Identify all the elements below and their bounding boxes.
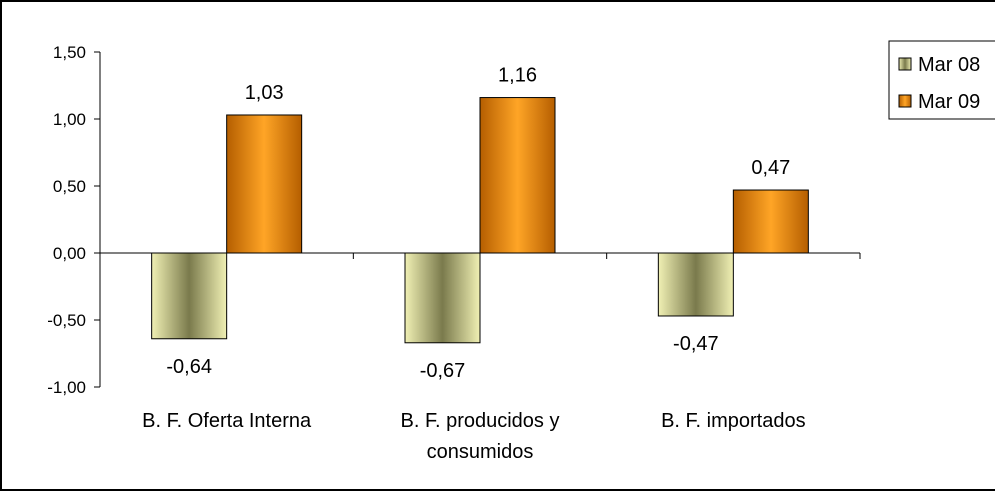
bar-mar-09	[227, 115, 302, 253]
x-tick-label: consumidos	[427, 441, 534, 463]
bar-mar-09	[480, 98, 555, 253]
bar-mar-08	[405, 253, 480, 343]
legend-swatch	[899, 95, 911, 107]
legend-swatch	[899, 58, 911, 70]
bar-mar-08	[152, 253, 227, 339]
y-tick-label: 1,00	[53, 110, 86, 129]
data-label: -0,47	[673, 333, 719, 355]
data-label: -0,67	[420, 360, 466, 382]
bar-mar-09	[733, 190, 808, 253]
legend-label: Mar 08	[918, 54, 980, 76]
x-tick-label: B. F. Oferta Interna	[142, 410, 312, 432]
y-tick-label: 0,50	[53, 177, 86, 196]
bar-mar-08	[658, 253, 733, 316]
y-tick-label: -1,00	[47, 378, 86, 397]
data-label: 1,16	[498, 65, 537, 87]
y-tick-label: 1,50	[53, 43, 86, 62]
data-label: -0,64	[166, 356, 212, 378]
data-label: 0,47	[751, 157, 790, 179]
legend: Mar 08 Mar 09	[889, 41, 995, 119]
x-tick-label: B. F. importados	[661, 410, 806, 432]
y-tick-label: 0,00	[53, 244, 86, 263]
data-label: 1,03	[245, 82, 284, 104]
y-tick-label: -0,50	[47, 311, 86, 330]
legend-label: Mar 09	[918, 91, 980, 113]
x-tick-label: B. F. producidos y	[401, 410, 560, 432]
